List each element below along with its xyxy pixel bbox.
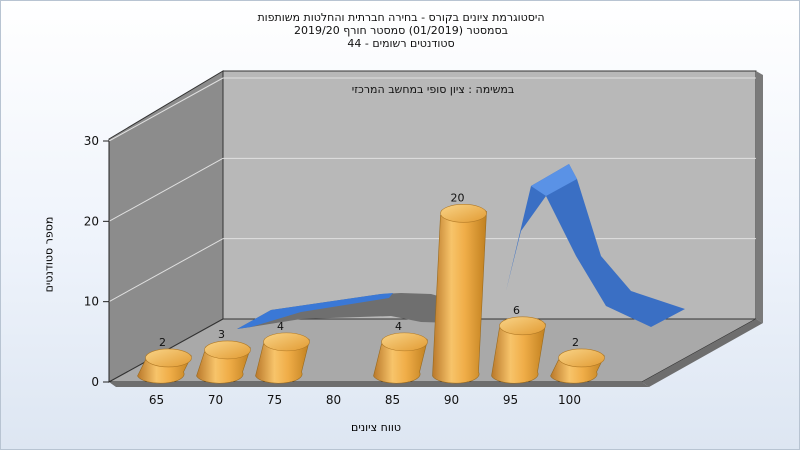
- histogram-bar-top: [499, 316, 546, 336]
- bar-value-label: 2: [159, 336, 166, 349]
- histogram-bar: [491, 316, 546, 384]
- x-tick-label: 70: [208, 393, 223, 407]
- distribution-curve-right: [506, 164, 685, 327]
- chart-titles: היסטוגרמת ציונים בקורס - בחירה חברתית וה…: [1, 11, 800, 50]
- x-tick-label: 80: [326, 393, 341, 407]
- y-axis-label: מספר סטודנטים: [42, 216, 56, 293]
- histogram-bar-top: [145, 348, 192, 368]
- distribution-curve-crest: [531, 164, 577, 196]
- histogram-bar-top: [204, 340, 251, 360]
- bar-value-label: 2: [572, 336, 579, 349]
- bar-value-label: 4: [395, 320, 402, 333]
- x-axis-label: טווח ציונים: [351, 421, 401, 434]
- x-tick-label: 85: [385, 393, 400, 407]
- chart-title-semester: בסמסטר (01/2019) סמסטר חורף 2019/20: [294, 24, 508, 37]
- histogram-bar: [196, 340, 251, 384]
- chart-gridlines: [108, 77, 756, 303]
- distribution-curve-left: [237, 293, 393, 329]
- y-tick-label: 20: [84, 214, 99, 228]
- chart-bars: 2 3 4 4 20 6 2: [137, 191, 606, 384]
- histogram-bar: [432, 204, 487, 384]
- chart-title: היסטוגרמת ציונים בקורס - בחירה חברתית וה…: [257, 11, 545, 24]
- chart-floor-shadow: [642, 319, 763, 387]
- x-tick-label: 65: [149, 393, 164, 407]
- distribution-curve: [237, 164, 685, 329]
- histogram-bar-body: [373, 339, 428, 384]
- y-tick-label: 10: [84, 295, 99, 309]
- chart-subtitle: במשימה : ציון סופי במחשב המרכזי: [352, 83, 515, 96]
- bar-value-label: 3: [218, 328, 225, 341]
- histogram-bar: [137, 348, 193, 384]
- histogram-bar-body: [255, 339, 310, 384]
- histogram-bar-top: [381, 332, 428, 352]
- distribution-curve-shadow: [237, 293, 471, 329]
- x-tick-label: 100: [558, 393, 581, 407]
- bar-value-label: 6: [513, 304, 520, 317]
- histogram-bar: [550, 348, 606, 384]
- chart-back-wall: [222, 70, 757, 320]
- x-tick-label: 75: [267, 393, 282, 407]
- gridline-left-wall: [108, 77, 224, 142]
- chart-wall-shadow: [756, 71, 763, 323]
- y-tick-label: 30: [84, 134, 99, 148]
- histogram-bar-body: [432, 211, 487, 384]
- histogram-bar-top: [263, 332, 310, 352]
- histogram-bar-top: [558, 348, 605, 368]
- bar-value-label: 20: [451, 191, 465, 204]
- histogram-bar: [255, 332, 310, 384]
- histogram-bar-body: [491, 323, 546, 384]
- x-tick-label: 90: [444, 393, 459, 407]
- histogram-bar: [373, 332, 428, 384]
- x-tick-label: 95: [503, 393, 518, 407]
- chart-axes: 0 10 20 30 65 70 75 80 85 90 95 100: [84, 134, 581, 407]
- gridline-left-wall: [108, 157, 224, 222]
- bar-value-label: 4: [277, 320, 284, 333]
- histogram-bar-top: [440, 204, 487, 223]
- y-tick-label: 0: [91, 375, 99, 389]
- chart-title-students: סטודנטים רשומים - 44: [347, 37, 455, 50]
- gridline-left-wall: [108, 238, 224, 303]
